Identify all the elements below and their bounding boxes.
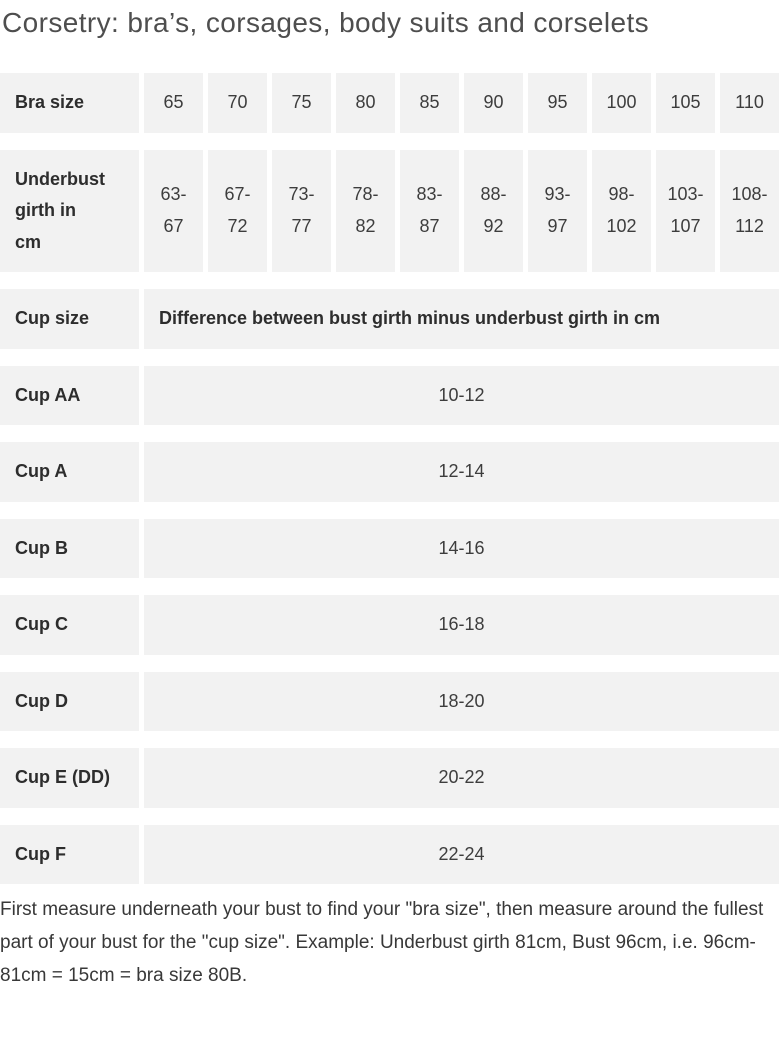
cup-size-description: Difference between bust girth minus unde… bbox=[144, 289, 779, 349]
row-label-cup-a: Cup A bbox=[0, 442, 139, 502]
row-label-cup-size: Cup size bbox=[0, 289, 139, 349]
bra-size-value: 100 bbox=[592, 73, 651, 133]
row-label-cup-d: Cup D bbox=[0, 671, 139, 731]
cup-c-range: 16-18 bbox=[144, 595, 779, 655]
bra-size-row: Bra size 65 70 75 80 85 90 95 100 105 11… bbox=[0, 73, 779, 133]
row-label-cup-e-dd: Cup E (DD) bbox=[0, 748, 139, 808]
bra-size-value: 65 bbox=[144, 73, 203, 133]
bra-size-value: 90 bbox=[464, 73, 523, 133]
cup-aa-range: 10-12 bbox=[144, 365, 779, 425]
bra-size-value: 105 bbox=[656, 73, 715, 133]
cup-a-range: 12-14 bbox=[144, 442, 779, 502]
measurement-instructions: First measure underneath your bust to fi… bbox=[0, 899, 764, 986]
bra-size-value: 95 bbox=[528, 73, 587, 133]
bra-size-value: 75 bbox=[272, 73, 331, 133]
cup-f-range: 22-24 bbox=[144, 824, 779, 884]
cup-d-range: 18-20 bbox=[144, 671, 779, 731]
bra-size-value: 85 bbox=[400, 73, 459, 133]
cup-row-aa: Cup AA 10-12 bbox=[0, 365, 779, 425]
cup-row-e-dd: Cup E (DD) 20-22 bbox=[0, 748, 779, 808]
bra-size-value: 80 bbox=[336, 73, 395, 133]
underbust-range: 78-82 bbox=[336, 149, 395, 272]
bra-size-value: 70 bbox=[208, 73, 267, 133]
underbust-range: 83-87 bbox=[400, 149, 459, 272]
underbust-range: 73-77 bbox=[272, 149, 331, 272]
cup-e-dd-range: 20-22 bbox=[144, 748, 779, 808]
underbust-range: 93-97 bbox=[528, 149, 587, 272]
size-chart-table: Bra size 65 70 75 80 85 90 95 100 105 11… bbox=[0, 73, 779, 884]
bra-size-value: 110 bbox=[720, 73, 779, 133]
row-label-bra-size: Bra size bbox=[0, 73, 139, 133]
row-label-cup-b: Cup B bbox=[0, 518, 139, 578]
underbust-range: 108-112 bbox=[720, 149, 779, 272]
cup-row-a: Cup A 12-14 bbox=[0, 442, 779, 502]
size-chart: Bra size 65 70 75 80 85 90 95 100 105 11… bbox=[0, 73, 779, 884]
page-title: Corsetry: bra’s, corsages, body suits an… bbox=[2, 7, 650, 38]
cup-row-f: Cup F 22-24 bbox=[0, 824, 779, 884]
cup-size-header-row: Cup size Difference between bust girth m… bbox=[0, 289, 779, 349]
cup-row-b: Cup B 14-16 bbox=[0, 518, 779, 578]
underbust-range: 67-72 bbox=[208, 149, 267, 272]
cup-row-d: Cup D 18-20 bbox=[0, 671, 779, 731]
row-label-cup-c: Cup C bbox=[0, 595, 139, 655]
cup-row-c: Cup C 16-18 bbox=[0, 595, 779, 655]
row-label-cup-f: Cup F bbox=[0, 824, 139, 884]
row-label-underbust-girth: Underbust girth in cm bbox=[0, 149, 139, 272]
row-label-cup-aa: Cup AA bbox=[0, 365, 139, 425]
underbust-range: 103-107 bbox=[656, 149, 715, 272]
underbust-girth-row: Underbust girth in cm 63-67 67-72 73-77 … bbox=[0, 149, 779, 272]
underbust-range: 63-67 bbox=[144, 149, 203, 272]
underbust-range: 88-92 bbox=[464, 149, 523, 272]
cup-b-range: 14-16 bbox=[144, 518, 779, 578]
underbust-range: 98-102 bbox=[592, 149, 651, 272]
